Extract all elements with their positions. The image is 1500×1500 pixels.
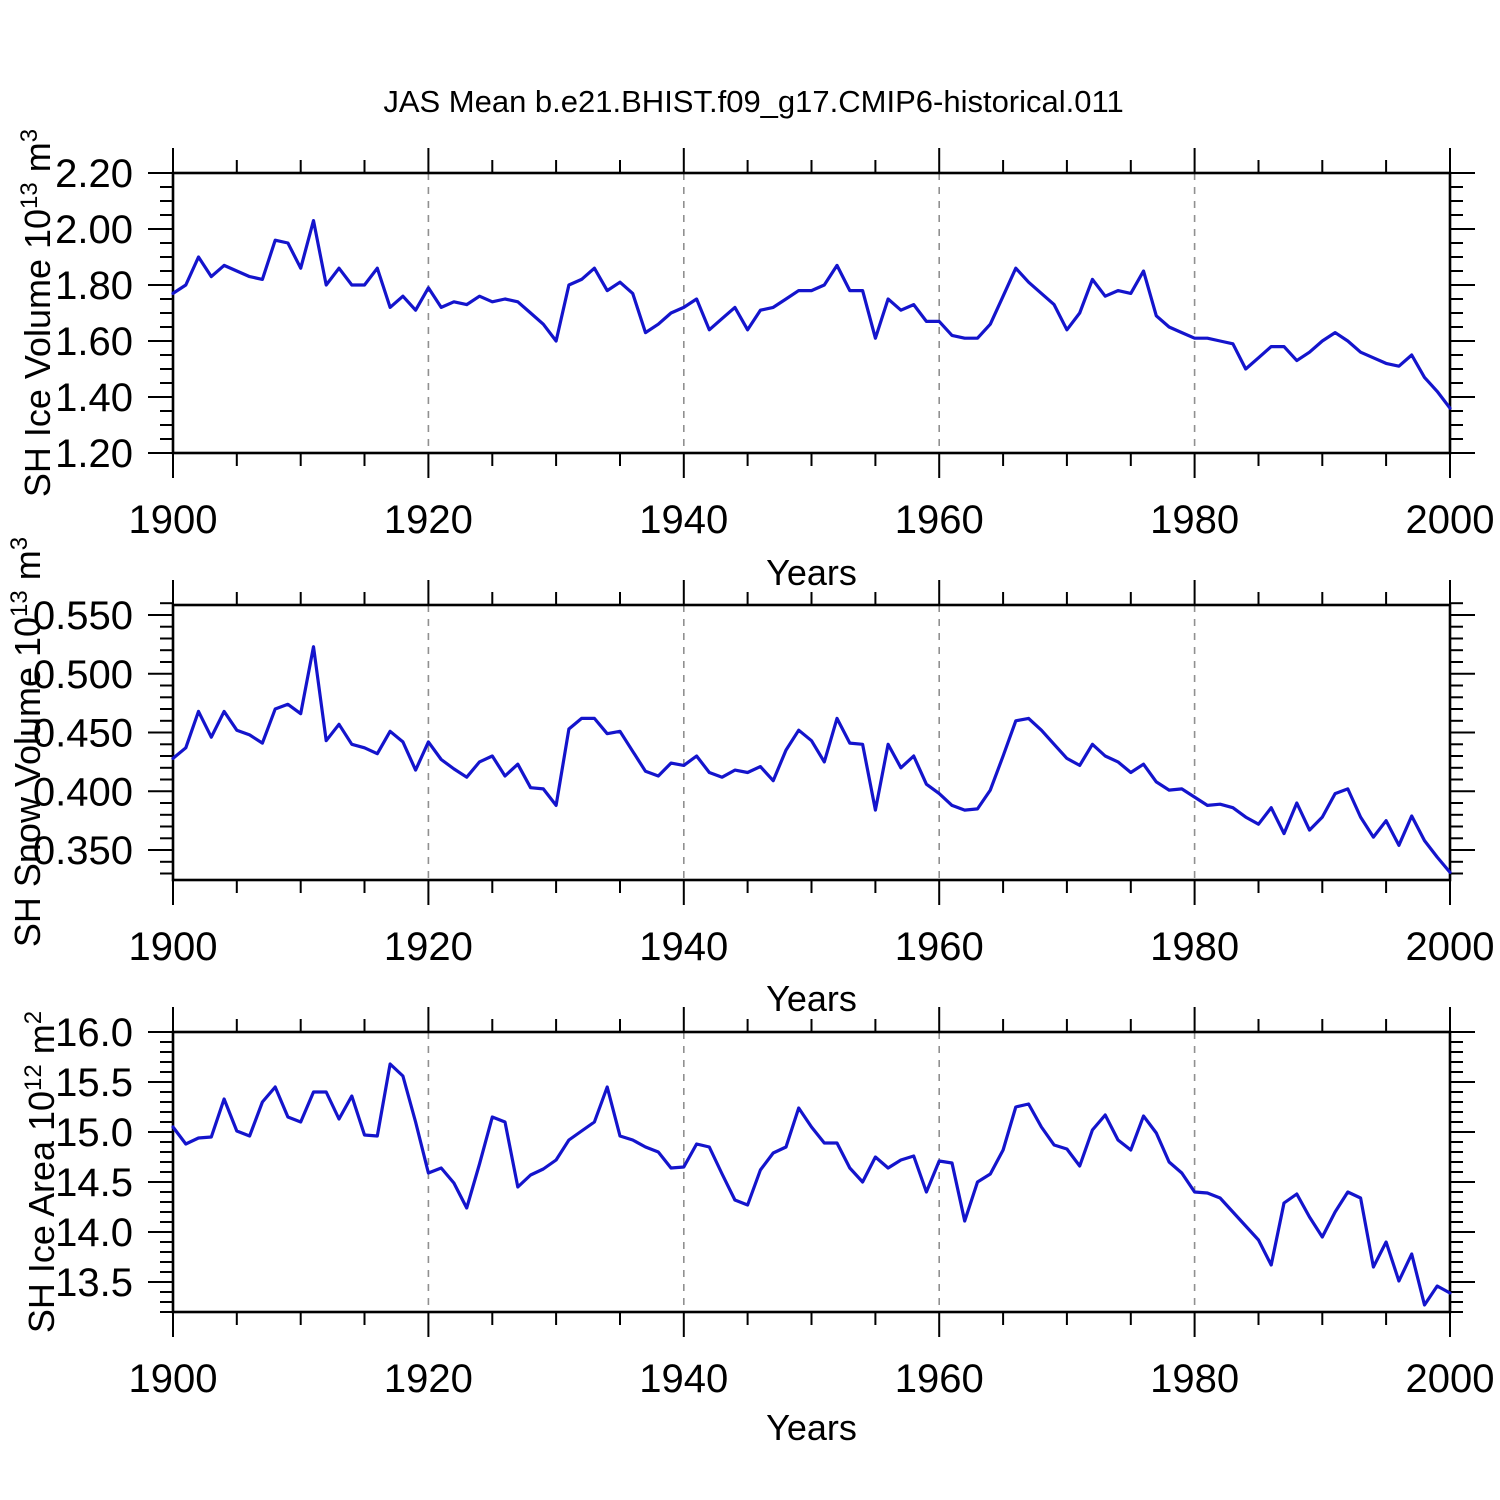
exponent: 13 — [16, 182, 43, 209]
x-tick-label: 1900 — [129, 498, 218, 542]
exponent: 13 — [6, 590, 33, 617]
panel-snow-volume: 0.350 0.400 0.450 0.500 0.550 1900 1920 1940 196… — [33, 580, 1495, 969]
y-tick-label: 1.60 — [55, 320, 133, 364]
x-tick-label: 1980 — [1150, 925, 1239, 969]
x-axis-title: Years — [766, 552, 857, 593]
y-tick-label: 0.500 — [33, 653, 133, 697]
y-tick-label: 0.550 — [33, 594, 133, 638]
x-tick-label: 1940 — [639, 925, 728, 969]
x-tick-label: 2000 — [1406, 498, 1495, 542]
x-tick-label: 1980 — [1150, 498, 1239, 542]
y-tick-label: 1.80 — [55, 264, 133, 308]
x-tick-label: 1980 — [1150, 1357, 1239, 1401]
chart-title: JAS Mean b.e21.BHIST.f09_g17.CMIP6-histo… — [383, 84, 1124, 119]
y-axis-title-ice-area: SH Ice Area 1012 m2 — [20, 912, 62, 1432]
y-tick-label: 0.350 — [33, 829, 133, 873]
y-axis-title-text: SH Ice Volume 10 — [17, 208, 58, 498]
y-axis-title-unit: m — [21, 1024, 62, 1065]
plot-frame — [171, 1030, 1452, 1314]
plot-frame — [171, 603, 1452, 882]
plot-frame — [171, 171, 1452, 455]
x-tick-label: 2000 — [1406, 1357, 1495, 1401]
x-axis-title: Years — [766, 978, 857, 1019]
x-tick-label: 1900 — [129, 1357, 218, 1401]
y-tick-label: 15.5 — [55, 1061, 133, 1105]
x-tick-label: 1940 — [639, 498, 728, 542]
x-tick-label: 1960 — [895, 498, 984, 542]
y-tick-label: 2.20 — [55, 152, 133, 196]
x-tick-label: 1900 — [129, 925, 218, 969]
x-tick-label: 1940 — [639, 1357, 728, 1401]
data-line-ice-volume — [171, 219, 1452, 410]
x-axis-title: Years — [766, 1407, 857, 1448]
y-axis-title-unit: m — [17, 142, 58, 183]
y-tick-label: 15.0 — [55, 1111, 133, 1155]
x-tick-label: 1920 — [384, 498, 473, 542]
y-tick-label: 2.00 — [55, 208, 133, 252]
y-axis-title-unit: m — [7, 550, 48, 591]
data-line-ice-area — [171, 1062, 1452, 1307]
x-tick-label: 1920 — [384, 1357, 473, 1401]
exponent: 3 — [6, 536, 33, 551]
y-axis-title-text: SH Snow Volume 10 — [7, 616, 48, 948]
panel-ice-area: 13.5 14.0 14.5 15.0 15.5 16.0 1900 1920 1940 1960… — [55, 1007, 1494, 1401]
y-tick-label: 0.400 — [33, 770, 133, 814]
exponent: 3 — [16, 128, 43, 143]
y-tick-label: 13.5 — [55, 1261, 133, 1305]
y-tick-label: 16.0 — [55, 1011, 133, 1055]
y-tick-label: 0.450 — [33, 712, 133, 756]
y-tick-label: 14.5 — [55, 1161, 133, 1205]
exponent: 12 — [20, 1064, 47, 1091]
panel-ice-volume: 1.20 1.40 1.60 1.80 2.00 2.20 1900 1920 1940 1960… — [55, 148, 1494, 542]
y-tick-label: 14.0 — [55, 1211, 133, 1255]
y-axis-title-text: SH Ice Area 10 — [21, 1090, 62, 1334]
y-tick-label: 1.40 — [55, 376, 133, 420]
x-tick-label: 1960 — [895, 1357, 984, 1401]
data-line-snow-volume — [171, 645, 1452, 875]
exponent: 2 — [20, 1010, 47, 1025]
x-tick-label: 1920 — [384, 925, 473, 969]
x-tick-label: 1960 — [895, 925, 984, 969]
y-tick-label: 1.20 — [55, 432, 133, 476]
x-tick-label: 2000 — [1406, 925, 1495, 969]
